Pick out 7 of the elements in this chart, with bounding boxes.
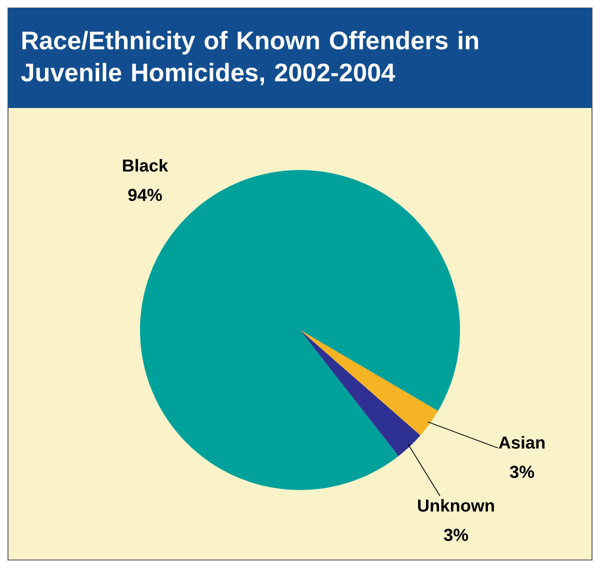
slice-label: Asian xyxy=(498,436,545,449)
chart-title: Race/Ethnicity of Known Offenders in Juvenile Homicides, 2002-2004 xyxy=(21,30,478,86)
data-label: 3% xyxy=(510,466,534,478)
slice-label: Black xyxy=(123,158,168,172)
data-label: 3% xyxy=(444,528,468,542)
slice-label: Unknown xyxy=(418,498,494,512)
data-label: 94% xyxy=(128,188,162,202)
